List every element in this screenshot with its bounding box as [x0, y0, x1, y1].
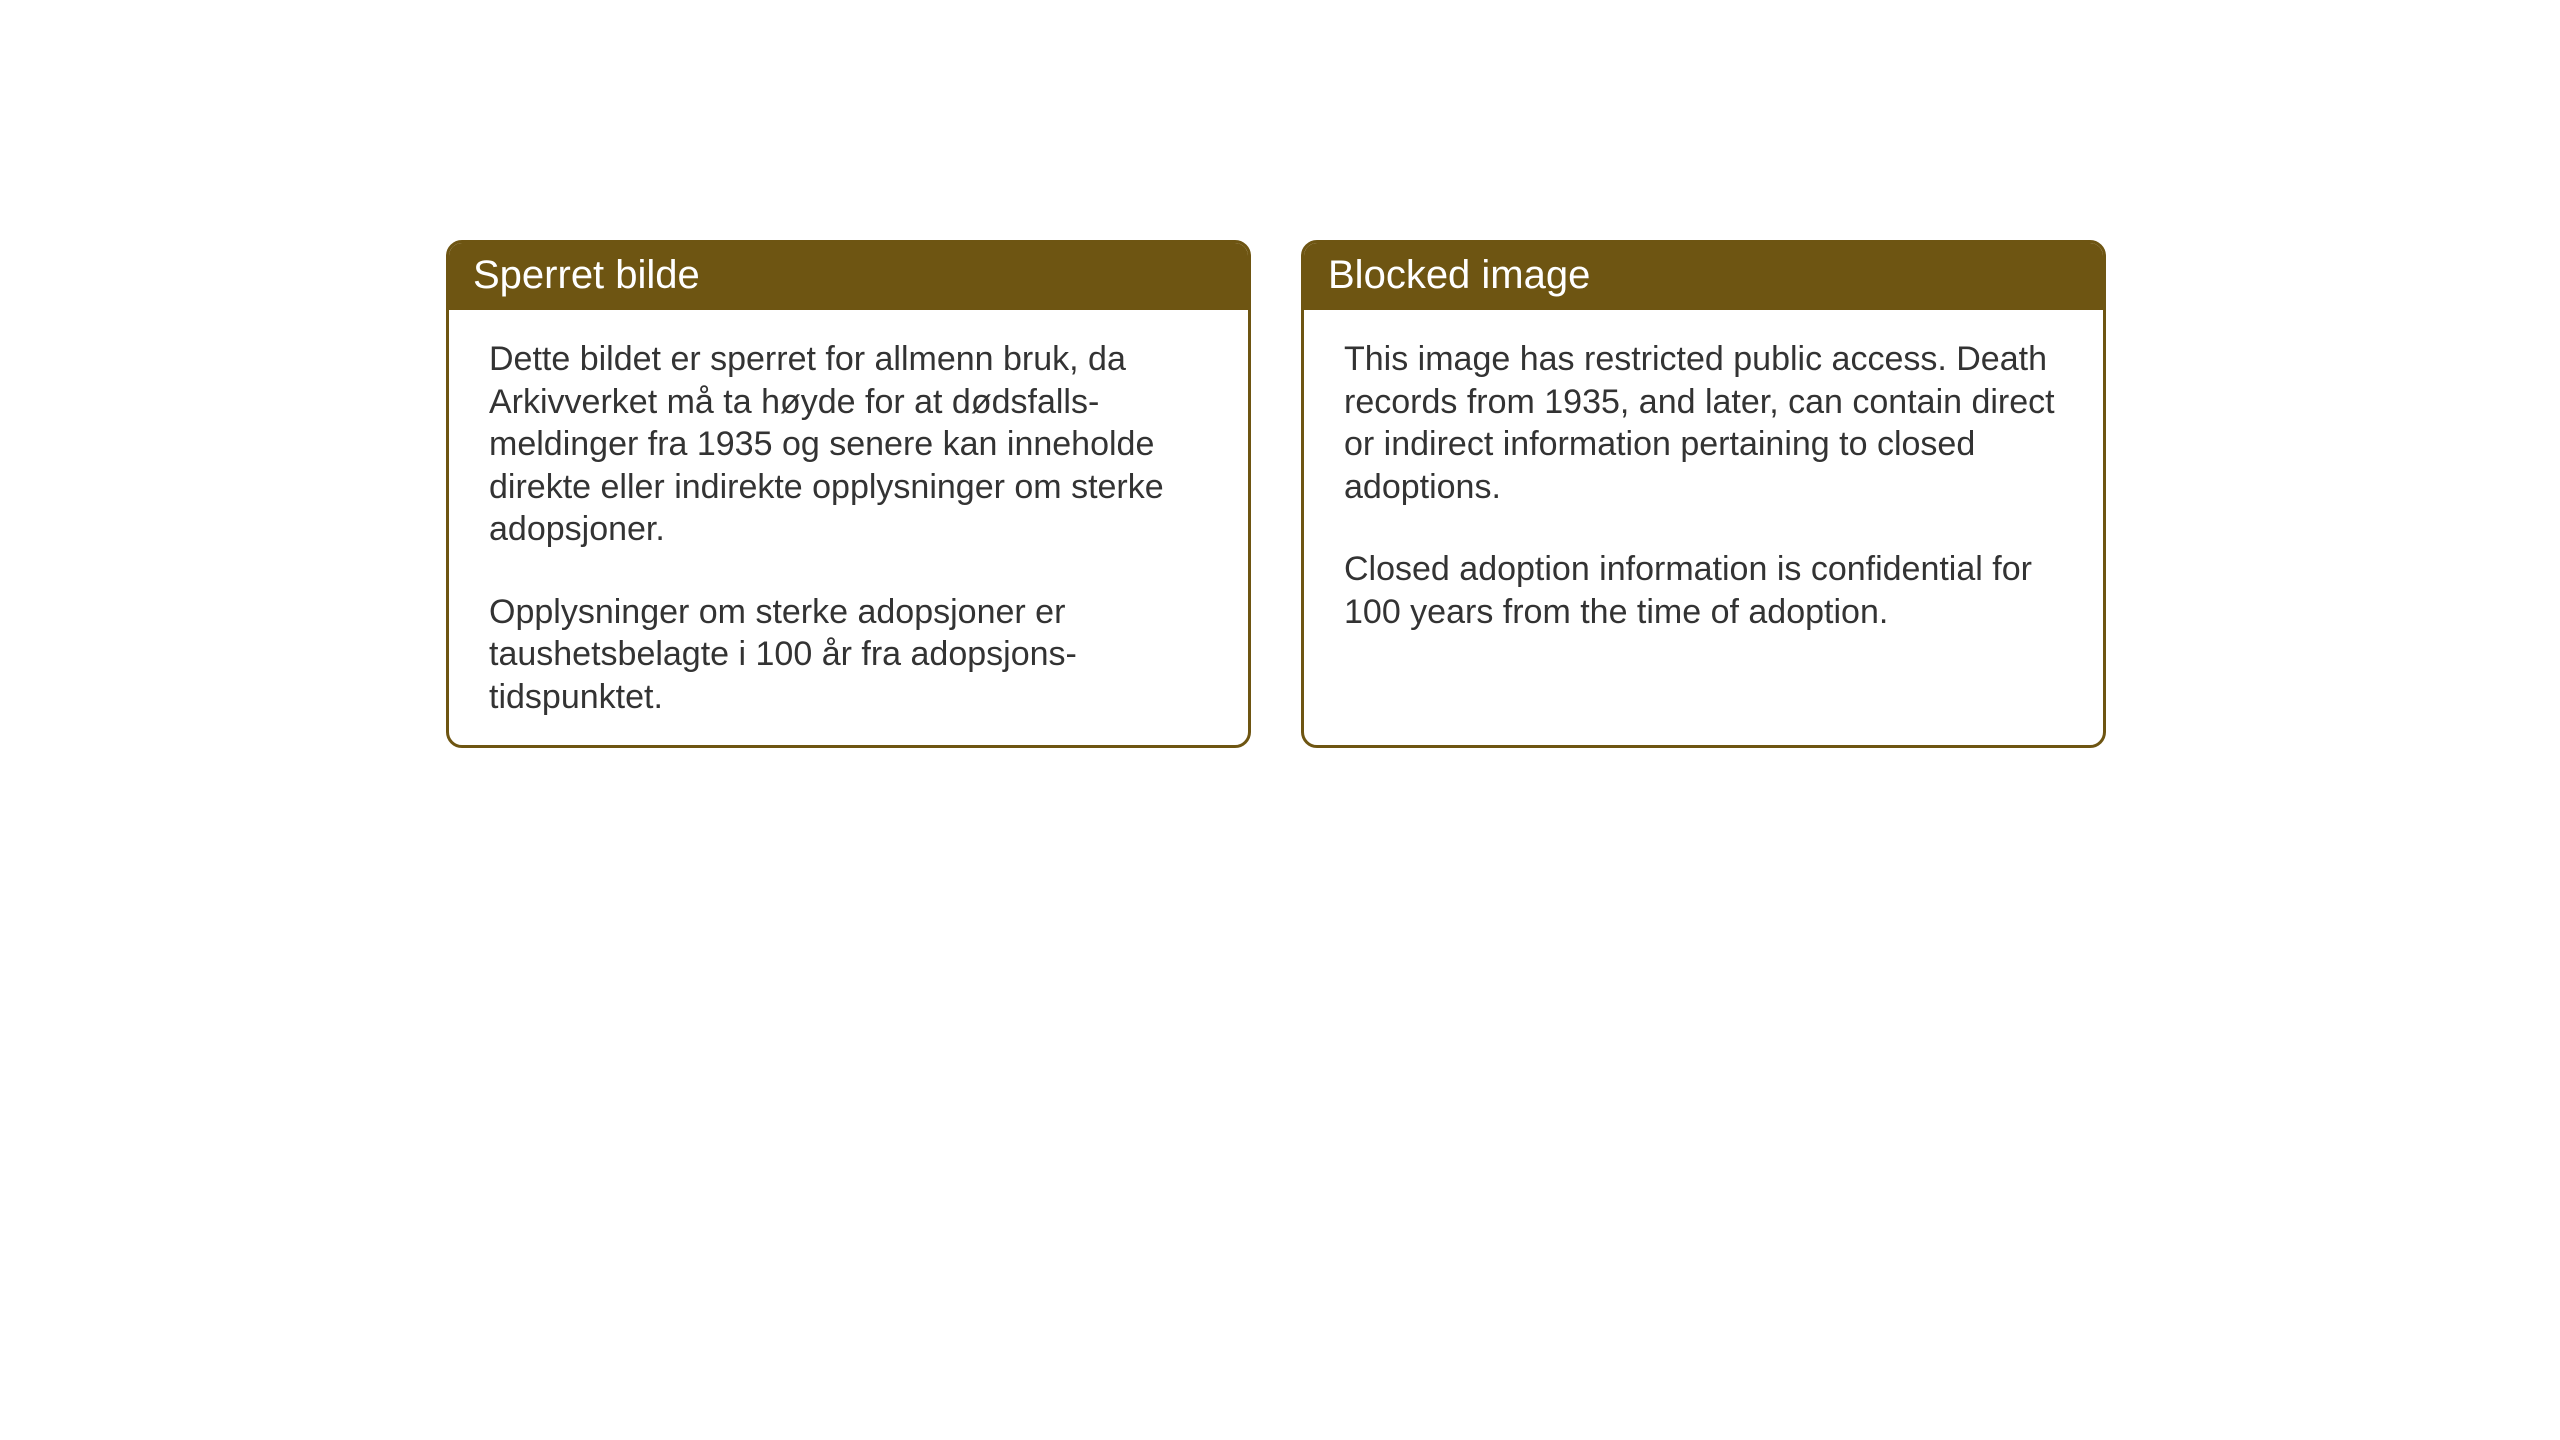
card-english: Blocked image This image has restricted … [1301, 240, 2106, 748]
card-english-paragraph-1: This image has restricted public access.… [1344, 338, 2063, 508]
cards-container: Sperret bilde Dette bildet er sperret fo… [0, 0, 2560, 748]
card-norwegian-paragraph-1: Dette bildet er sperret for allmenn bruk… [489, 338, 1208, 551]
card-english-paragraph-2: Closed adoption information is confident… [1344, 548, 2063, 633]
card-norwegian-body: Dette bildet er sperret for allmenn bruk… [449, 310, 1248, 746]
card-english-body: This image has restricted public access.… [1304, 310, 2103, 661]
card-norwegian-title: Sperret bilde [473, 253, 700, 297]
card-norwegian-header: Sperret bilde [449, 243, 1248, 310]
card-english-title: Blocked image [1328, 253, 1590, 297]
card-norwegian: Sperret bilde Dette bildet er sperret fo… [446, 240, 1251, 748]
card-norwegian-paragraph-2: Opplysninger om sterke adopsjoner er tau… [489, 591, 1208, 719]
card-english-header: Blocked image [1304, 243, 2103, 310]
